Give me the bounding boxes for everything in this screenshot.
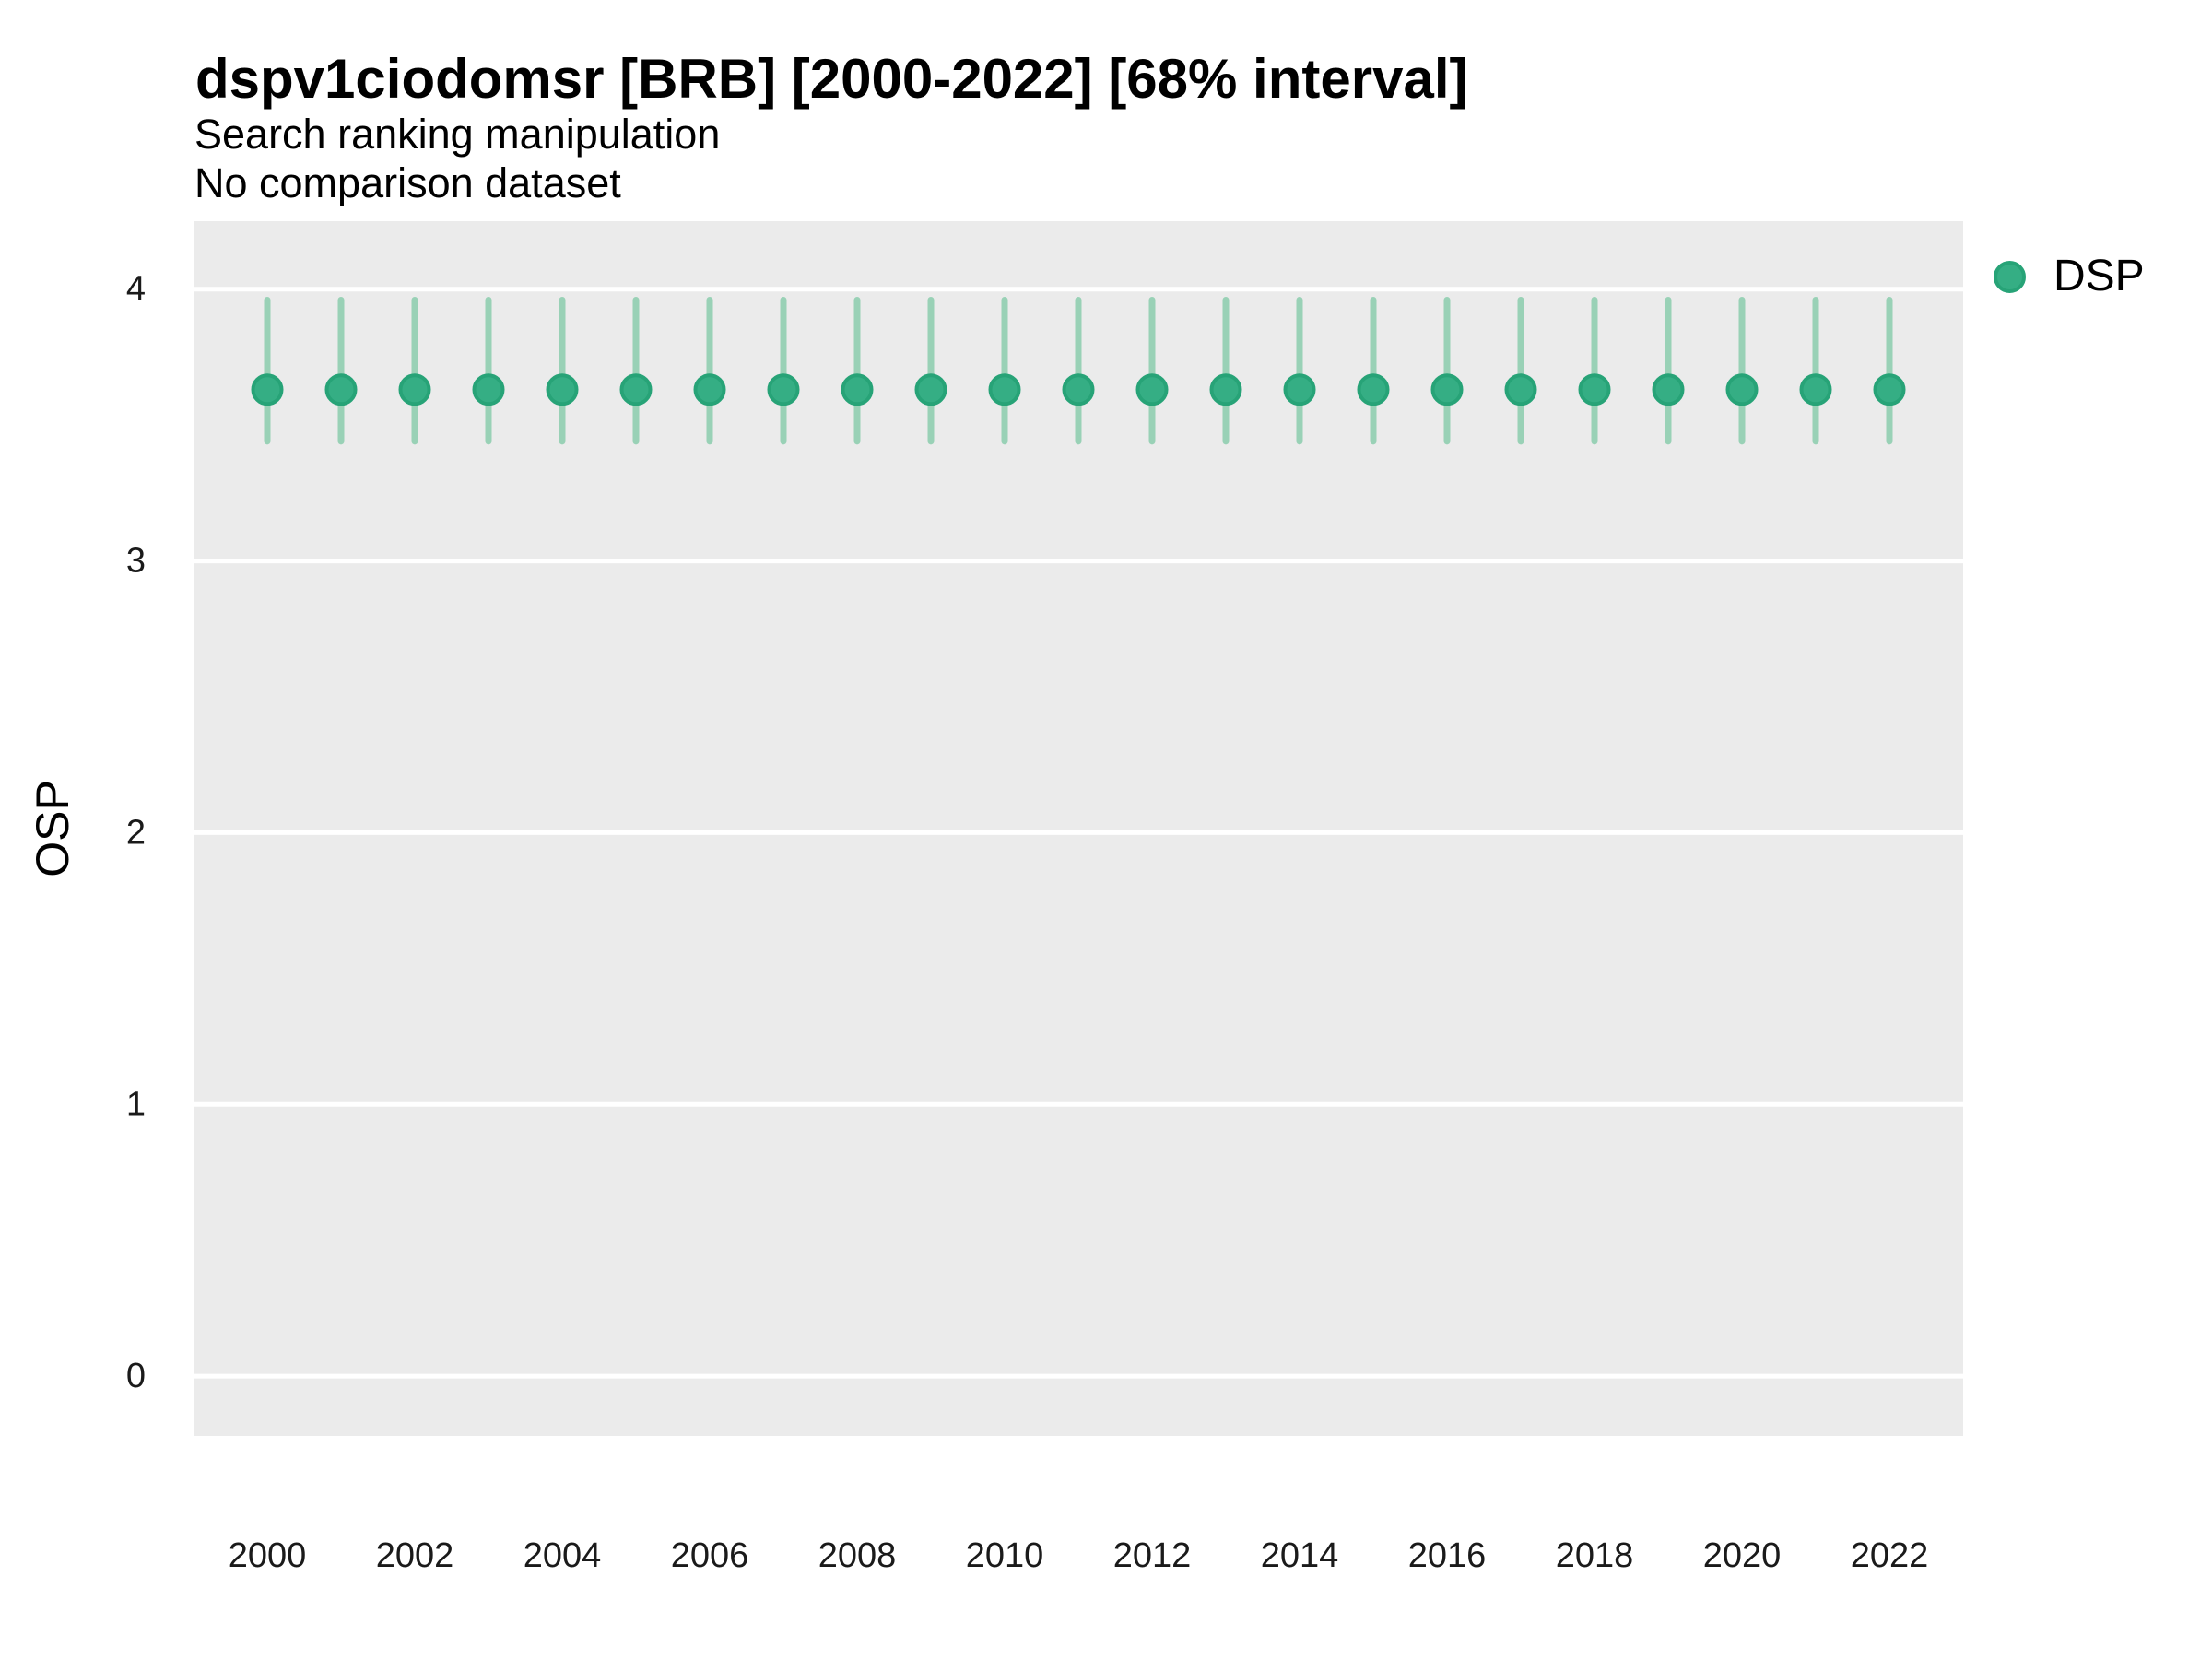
x-tick-label-2020: 2020 <box>1703 1536 1782 1575</box>
x-tick-label-2018: 2018 <box>1556 1536 1634 1575</box>
y-tick-label-1: 1 <box>126 1085 146 1124</box>
x-tick-label-2014: 2014 <box>1261 1536 1339 1575</box>
data-point-2018 <box>1578 373 1611 406</box>
data-point-2016 <box>1430 373 1464 406</box>
x-tick-label-2022: 2022 <box>1851 1536 1929 1575</box>
data-point-2019 <box>1652 373 1685 406</box>
data-point-2006 <box>693 373 726 406</box>
x-tick-label-2016: 2016 <box>1408 1536 1487 1575</box>
data-point-2020 <box>1725 373 1759 406</box>
x-tick-label-2008: 2008 <box>818 1536 897 1575</box>
chart-subtitle-2: No comparison dataset <box>194 159 621 206</box>
data-point-2021 <box>1799 373 1832 406</box>
y-tick-label-3: 3 <box>126 542 146 581</box>
data-point-2017 <box>1504 373 1537 406</box>
data-point-2004 <box>546 373 579 406</box>
legend: DSP <box>1994 249 2145 304</box>
legend-label: DSP <box>2053 252 2145 300</box>
data-point-2012 <box>1135 373 1169 406</box>
x-tick-label-2010: 2010 <box>966 1536 1044 1575</box>
chart-subtitle-1: Search ranking manipulation <box>194 111 721 158</box>
data-point-2003 <box>472 373 505 406</box>
data-point-2022 <box>1873 373 1906 406</box>
data-point-2014 <box>1283 373 1316 406</box>
data-point-2000 <box>251 373 284 406</box>
legend-point-icon <box>1994 260 2026 293</box>
data-point-2005 <box>619 373 653 406</box>
data-point-2008 <box>841 373 874 406</box>
data-point-2007 <box>767 373 800 406</box>
data-point-2013 <box>1209 373 1242 406</box>
data-point-2010 <box>988 373 1021 406</box>
y-tick-label-4: 4 <box>126 270 146 309</box>
chart-title: dspv1ciodomsr [BRB] [2000-2022] [68% int… <box>195 48 1468 110</box>
x-tick-label-2000: 2000 <box>229 1536 307 1575</box>
data-point-2002 <box>398 373 431 406</box>
data-point-2009 <box>914 373 947 406</box>
x-tick-label-2012: 2012 <box>1113 1536 1192 1575</box>
x-tick-label-2002: 2002 <box>376 1536 454 1575</box>
y-tick-label-0: 0 <box>126 1357 146 1395</box>
data-point-2015 <box>1357 373 1390 406</box>
y-tick-label-2: 2 <box>126 813 146 852</box>
x-tick-label-2006: 2006 <box>671 1536 749 1575</box>
data-point-2001 <box>324 373 358 406</box>
data-point-2011 <box>1062 373 1095 406</box>
x-tick-label-2004: 2004 <box>524 1536 602 1575</box>
